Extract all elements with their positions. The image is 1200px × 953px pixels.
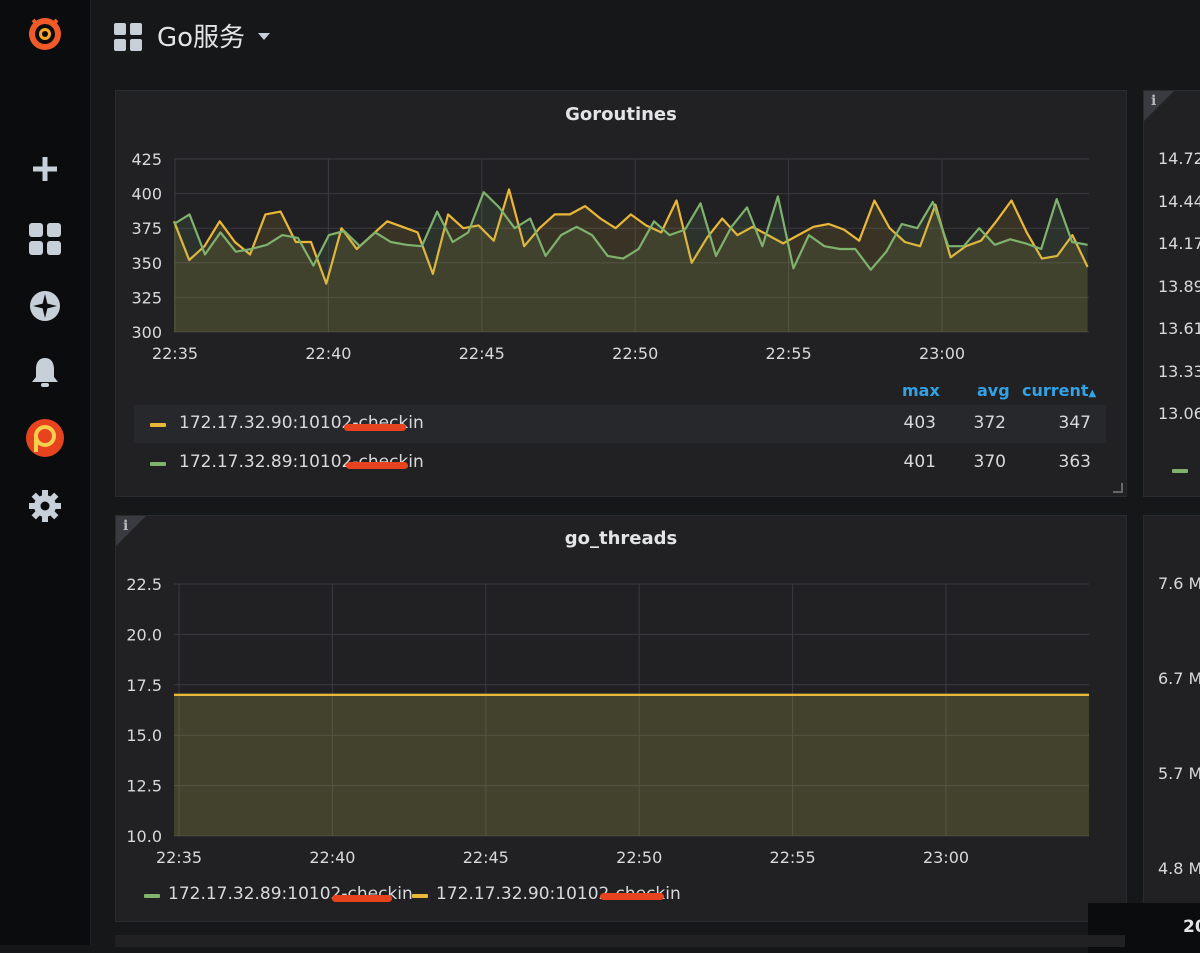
pyroscope-logo-icon[interactable] xyxy=(23,416,67,460)
y-tick-label: 13.06 xyxy=(1158,404,1200,423)
panel-title[interactable]: go_threads xyxy=(564,528,678,549)
y-tick-label: 350 xyxy=(131,254,162,273)
series-area-fill xyxy=(174,192,1088,332)
x-tick-label: 22:40 xyxy=(305,344,351,363)
series-color-swatch xyxy=(1172,469,1188,473)
explore-compass-icon[interactable] xyxy=(23,284,67,328)
sidebar xyxy=(0,0,91,945)
panel-title[interactable]: Goroutines xyxy=(565,104,677,125)
redaction-mark xyxy=(346,462,408,469)
legend-row[interactable]: 172.17.32.90:10102-checkin 403 372 347 xyxy=(134,405,1106,443)
redaction-mark xyxy=(344,424,406,431)
y-tick-label: 10.0 xyxy=(126,827,162,846)
y-tick-label: 12.5 xyxy=(126,777,162,796)
series-color-swatch xyxy=(412,894,428,898)
next-panel-edge xyxy=(115,935,1125,947)
y-tick-label: 6.7 M xyxy=(1158,669,1200,688)
x-tick-label: 22:45 xyxy=(463,848,509,867)
info-icon[interactable]: i xyxy=(1151,93,1157,109)
right-panel-bottom: 7.6 M 6.7 M 5.7 M 4.8 M xyxy=(1143,515,1200,922)
x-tick-label: 22:55 xyxy=(770,848,816,867)
x-tick-label: 22:35 xyxy=(156,848,202,867)
top-navbar xyxy=(90,0,1200,75)
series-area-fill xyxy=(174,189,1088,332)
series-line[interactable] xyxy=(173,191,1088,271)
plus-icon[interactable] xyxy=(23,147,67,191)
y-tick-label: 15.0 xyxy=(126,726,162,745)
x-tick-label: 22:45 xyxy=(459,344,505,363)
x-tick-label: 22:40 xyxy=(309,848,355,867)
legend-header-max[interactable]: max xyxy=(902,381,940,400)
grafana-logo-icon[interactable] xyxy=(23,12,67,56)
y-tick-label: 14.44 xyxy=(1158,191,1200,211)
legend-header-current-label: current xyxy=(1022,381,1089,400)
gear-icon[interactable] xyxy=(23,484,67,528)
goroutines-chart[interactable]: 425 400 375 350 325 300 22:35 22:40 22:45 22:50 22… xyxy=(116,91,1126,371)
legend-current: 363 xyxy=(1058,452,1091,472)
legend-avg: 372 xyxy=(973,413,1006,433)
series-area-fill xyxy=(174,694,1089,836)
y-tick-label: 400 xyxy=(131,185,162,204)
right-panel-top: i 14.72 14.44 14.17 13.89 13.61 13.33 13.06 xyxy=(1143,90,1200,497)
go-threads-panel: i go_threads 22.5 20.0 17.5 15.0 12.5 10.0 22:… xyxy=(115,515,1127,922)
legend-avg: 370 xyxy=(973,452,1006,472)
redaction-mark xyxy=(600,893,664,900)
goroutines-panel: Goroutines 425 400 375 350 325 300 22:35 22:40 2… xyxy=(115,90,1127,497)
series-color-swatch xyxy=(150,423,166,427)
series-line[interactable] xyxy=(172,188,1089,285)
dashboard-grid-icon xyxy=(113,22,143,52)
dashboard-title[interactable]: Go服务 xyxy=(157,23,246,53)
y-tick-label: 13.89 xyxy=(1158,276,1200,296)
legend: 172.17.32.89:10102-checkin 172.17.32.90:… xyxy=(142,884,1102,910)
y-tick-label: 14.72 xyxy=(1158,149,1200,168)
y-tick-label: 14.17 xyxy=(1158,234,1200,253)
y-tick-label: 7.6 M xyxy=(1158,574,1200,593)
legend-current: 347 xyxy=(1058,413,1091,433)
x-tick-label: 22:50 xyxy=(612,344,658,363)
y-tick-label: 13.61 xyxy=(1158,319,1200,338)
chevron-down-icon[interactable] xyxy=(258,33,270,40)
x-tick-label: 22:35 xyxy=(152,344,198,363)
y-tick-label: 20.0 xyxy=(126,625,162,644)
y-tick-label: 375 xyxy=(131,219,162,238)
series-color-swatch xyxy=(150,462,166,466)
panel-info-corner[interactable] xyxy=(116,516,146,546)
y-tick-label: 5.7 M xyxy=(1158,764,1200,783)
y-tick-label: 17.5 xyxy=(126,676,162,695)
dashboards-icon[interactable] xyxy=(23,217,67,261)
y-tick-label: 425 xyxy=(131,150,162,169)
y-tick-label: 325 xyxy=(131,288,162,307)
legend-row[interactable]: 172.17.32.89:10102-checkin 401 370 363 xyxy=(134,444,1106,482)
x-tick-label: 23:00 xyxy=(923,848,969,867)
legend-header-avg[interactable]: avg xyxy=(977,381,1010,400)
legend-header-current[interactable]: current▲ xyxy=(1022,381,1096,400)
y-tick-label: 13.33 xyxy=(1158,361,1200,381)
x-tick-label: 22:50 xyxy=(616,848,662,867)
legend-max: 401 xyxy=(903,452,936,472)
info-icon[interactable]: i xyxy=(123,518,129,534)
y-tick-label: 300 xyxy=(131,323,162,342)
go-threads-chart[interactable]: 22.5 20.0 17.5 15.0 12.5 10.0 22:35 22:40 22:45 2… xyxy=(116,516,1126,876)
series-area-fill xyxy=(174,694,1089,836)
x-tick-label: 23:00 xyxy=(919,344,965,363)
alerting-bell-icon[interactable] xyxy=(23,350,67,394)
redaction-mark xyxy=(332,895,392,902)
panel-resize-handle[interactable] xyxy=(1113,483,1123,493)
y-tick-label: 22.5 xyxy=(126,575,162,594)
legend-max: 403 xyxy=(903,413,936,433)
sort-asc-icon: ▲ xyxy=(1088,388,1097,399)
x-tick-label: 22:55 xyxy=(766,344,812,363)
y-tick-label: 4.8 M xyxy=(1158,859,1200,878)
bottom-overlay-label: 20 xyxy=(1183,917,1200,937)
panel-info-corner[interactable] xyxy=(1144,91,1174,121)
series-color-swatch xyxy=(144,894,160,898)
